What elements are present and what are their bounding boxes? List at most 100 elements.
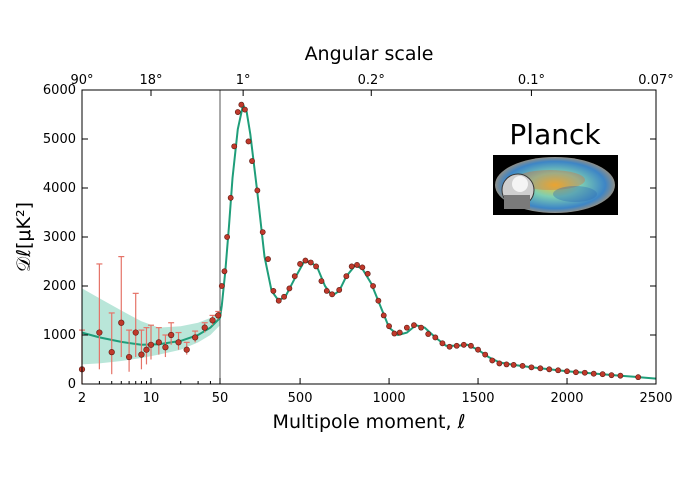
data-point-lowl	[96, 263, 103, 370]
data-point	[227, 194, 234, 201]
top-tick-label: 18°	[139, 73, 162, 88]
point-marker	[125, 353, 133, 361]
data-point	[286, 285, 293, 292]
data-point	[224, 234, 231, 240]
y-tick-label: 1000	[43, 328, 76, 343]
point-marker	[138, 351, 145, 358]
x-tick-label: 2	[78, 391, 86, 406]
data-point	[364, 270, 371, 277]
data-point-lowl	[155, 327, 162, 355]
y-tick-label: 4000	[43, 181, 76, 196]
data-point	[231, 143, 238, 150]
point-marker	[201, 324, 208, 331]
data-point	[439, 340, 446, 347]
data-point	[297, 261, 303, 267]
data-point-lowl	[108, 312, 115, 375]
point-marker	[155, 339, 162, 346]
data-point-lowl	[125, 329, 133, 372]
point-marker	[192, 334, 199, 341]
data-point	[503, 361, 510, 368]
top-tick-label: 90°	[70, 73, 93, 88]
y-axis-title: 𝒟ℓ[μK²]	[13, 202, 35, 272]
point-marker	[108, 349, 115, 356]
top-tick-label: 0.1°	[518, 73, 545, 88]
point-marker	[118, 319, 125, 326]
planck-label: Planck	[509, 118, 601, 151]
data-point	[468, 342, 474, 349]
data-point	[537, 365, 544, 372]
top-tick-label: 1°	[236, 73, 251, 88]
point-marker	[132, 329, 139, 336]
top-axis-title: Angular scale	[305, 43, 434, 65]
data-point	[336, 287, 343, 293]
data-point	[482, 351, 489, 358]
data-point-lowl	[201, 322, 208, 333]
x-tick-label: 500	[288, 391, 313, 406]
data-point	[608, 372, 615, 379]
y-tick-label: 6000	[43, 83, 76, 98]
data-point	[564, 368, 570, 375]
data-point-lowl	[209, 314, 216, 326]
data-point	[370, 283, 376, 289]
data-point-lowl	[168, 322, 175, 345]
data-point	[307, 259, 314, 266]
point-marker	[147, 341, 155, 348]
data-point	[265, 256, 271, 262]
data-point	[221, 268, 228, 275]
data-point	[281, 293, 287, 300]
data-point-lowl	[175, 331, 182, 350]
data-point	[270, 287, 277, 294]
x-tick-label: 50	[212, 391, 229, 406]
y-tick-label: 5000	[43, 132, 76, 147]
data-point	[519, 362, 526, 369]
data-point-lowl	[147, 324, 155, 360]
data-point	[546, 366, 553, 373]
data-point	[359, 264, 366, 271]
data-point	[329, 291, 336, 298]
data-point	[242, 106, 248, 113]
data-point	[418, 324, 424, 331]
data-point	[573, 369, 579, 376]
data-point	[313, 263, 319, 270]
planck-logo: Planck	[493, 118, 618, 215]
data-point	[291, 273, 298, 280]
data-point-lowl	[118, 256, 125, 358]
data-point	[425, 331, 432, 337]
data-point	[489, 357, 496, 364]
data-point	[348, 263, 355, 270]
data-point	[391, 330, 398, 337]
point-marker	[215, 312, 222, 319]
point-marker	[162, 344, 169, 351]
data-point	[599, 371, 606, 378]
data-point	[323, 287, 330, 294]
plot-area	[78, 90, 657, 384]
point-marker	[175, 339, 182, 346]
point-marker	[183, 346, 190, 353]
data-point	[380, 312, 387, 319]
data-point	[446, 343, 453, 350]
data-point-lowl	[162, 334, 169, 358]
data-point	[581, 369, 588, 376]
data-point	[460, 341, 467, 348]
data-point	[318, 278, 325, 284]
data-point	[375, 297, 382, 304]
data-point	[343, 273, 350, 280]
point-marker	[143, 346, 150, 353]
data-point-lowl	[143, 327, 150, 365]
data-point	[234, 109, 241, 115]
data-point	[590, 370, 597, 377]
data-point	[453, 342, 460, 349]
data-point	[218, 283, 225, 289]
point-marker	[168, 331, 175, 339]
point-marker	[96, 329, 103, 336]
data-point	[254, 187, 261, 194]
data-point	[354, 262, 360, 268]
data-point	[386, 323, 392, 330]
data-point	[259, 229, 266, 235]
x-tick-label: 1500	[461, 391, 494, 406]
data-point	[249, 158, 255, 164]
x-tick-label: 2500	[639, 391, 672, 406]
top-tick-label: 0.07°	[638, 73, 673, 88]
data-point	[555, 367, 562, 374]
